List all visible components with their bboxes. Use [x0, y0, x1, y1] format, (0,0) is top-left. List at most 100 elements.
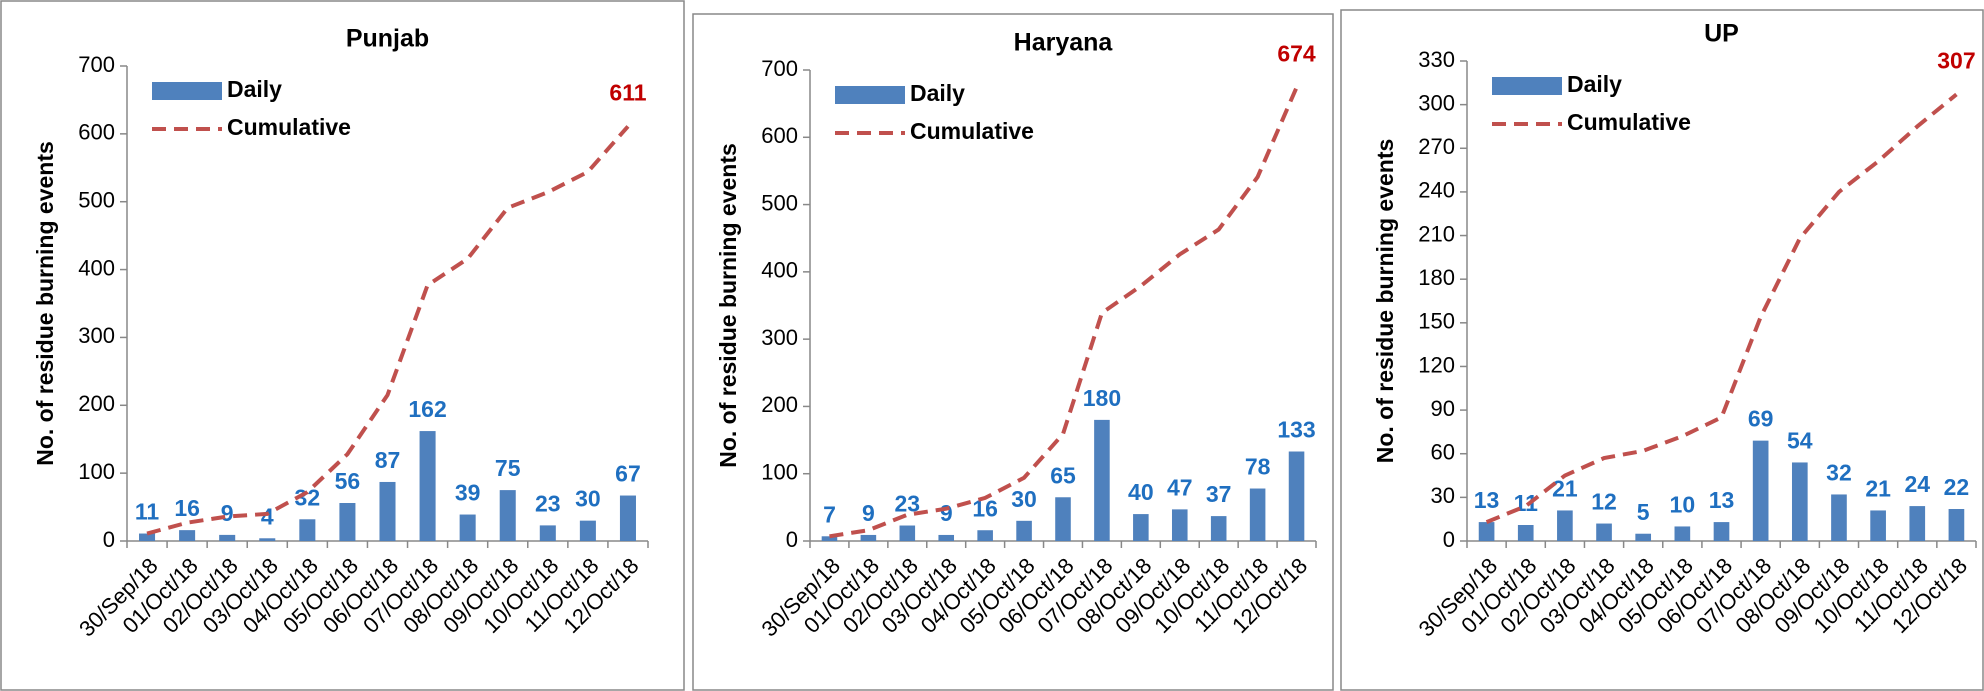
- bar: [1713, 522, 1730, 541]
- bar: [1635, 533, 1652, 541]
- bar: [1596, 523, 1612, 541]
- bar: [1288, 451, 1305, 541]
- data-label: 78: [1245, 454, 1271, 480]
- bar: [379, 481, 396, 541]
- bar: [1210, 516, 1227, 541]
- y-tick-label: 600: [761, 123, 798, 148]
- data-label: 30: [1011, 486, 1037, 512]
- bar: [459, 514, 476, 541]
- panel-frame: [692, 13, 1334, 691]
- data-label: 87: [375, 447, 401, 473]
- y-tick-label: 60: [1431, 440, 1455, 465]
- legend-label: Cumulative: [227, 114, 351, 140]
- bar: [139, 533, 156, 541]
- bar: [1055, 497, 1071, 541]
- bar: [1831, 494, 1847, 541]
- bar: [1791, 462, 1808, 541]
- data-label: 674: [1277, 41, 1316, 67]
- bar: [1249, 488, 1266, 541]
- y-tick-label: 300: [78, 323, 115, 348]
- cumulative-line: [146, 125, 630, 536]
- bar: [1752, 440, 1769, 541]
- legend-swatch: [1492, 77, 1562, 95]
- bar: [938, 534, 955, 541]
- bar: [419, 431, 436, 541]
- bar: [860, 534, 877, 541]
- bar: [179, 530, 196, 541]
- y-tick-label: 30: [1431, 483, 1455, 508]
- y-tick-label: 150: [1418, 309, 1455, 334]
- y-tick-label: 200: [761, 392, 798, 417]
- data-label: 133: [1277, 417, 1315, 443]
- y-tick-label: 300: [1418, 90, 1455, 115]
- bar: [1557, 510, 1573, 541]
- data-label: 67: [615, 461, 641, 487]
- data-label: 9: [862, 500, 875, 526]
- y-tick-label: 700: [761, 56, 798, 81]
- bar: [1674, 526, 1691, 541]
- legend-swatch: [835, 86, 905, 104]
- data-label: 180: [1083, 385, 1121, 411]
- data-label: 69: [1748, 406, 1774, 432]
- y-tick-label: 600: [78, 120, 115, 145]
- bar: [299, 519, 316, 541]
- bar: [579, 520, 596, 541]
- data-label: 47: [1167, 474, 1193, 500]
- bar: [1948, 509, 1965, 541]
- bar: [219, 534, 236, 541]
- data-label: 54: [1787, 428, 1813, 454]
- bar: [899, 525, 916, 541]
- data-label: 611: [609, 79, 646, 105]
- y-tick-label: 500: [78, 188, 115, 213]
- legend-label: Cumulative: [910, 118, 1034, 144]
- data-label: 12: [1591, 489, 1617, 515]
- y-tick-label: 300: [761, 325, 798, 350]
- cumulative-line: [1485, 92, 1958, 524]
- data-label: 39: [455, 480, 481, 506]
- cumulative-line: [829, 86, 1299, 539]
- data-label: 5: [1637, 499, 1650, 525]
- panel-frame: [0, 0, 685, 691]
- data-label: 22: [1944, 474, 1970, 500]
- y-tick-label: 120: [1418, 352, 1455, 377]
- y-axis-label: No. of residue burning events: [32, 141, 58, 466]
- y-tick-label: 270: [1418, 134, 1455, 159]
- bar: [1171, 509, 1188, 541]
- y-tick-label: 0: [786, 527, 798, 552]
- bar: [1870, 510, 1886, 541]
- bar: [977, 530, 993, 541]
- legend-swatch: [152, 82, 222, 100]
- y-tick-label: 100: [761, 460, 798, 485]
- data-label: 21: [1865, 476, 1891, 502]
- bar: [821, 536, 838, 541]
- y-tick-label: 500: [761, 190, 798, 215]
- data-label: 40: [1128, 479, 1154, 505]
- chart-title: Haryana: [1014, 29, 1114, 57]
- data-label: 9: [940, 500, 953, 526]
- bar: [499, 490, 516, 541]
- data-label: 56: [335, 468, 361, 494]
- y-tick-label: 700: [78, 52, 115, 77]
- bar: [339, 503, 356, 541]
- y-tick-label: 0: [1443, 527, 1455, 552]
- y-tick-label: 0: [103, 527, 115, 552]
- data-label: 21: [1552, 476, 1578, 502]
- bar: [1478, 522, 1495, 541]
- data-label: 32: [1826, 460, 1852, 486]
- panel-frame: [1340, 9, 1984, 691]
- data-label: 9: [221, 500, 234, 526]
- data-label: 7: [823, 501, 836, 527]
- bar: [1016, 520, 1032, 541]
- bar: [259, 538, 276, 541]
- data-label: 13: [1709, 487, 1735, 513]
- data-label: 13: [1474, 487, 1500, 513]
- legend-label: Cumulative: [1567, 109, 1691, 135]
- bar: [1909, 506, 1926, 541]
- bar: [1133, 514, 1149, 541]
- y-tick-label: 400: [78, 255, 115, 280]
- data-label: 24: [1904, 471, 1930, 497]
- y-tick-label: 400: [761, 258, 798, 283]
- data-label: 30: [575, 486, 601, 512]
- data-label: 23: [535, 490, 561, 516]
